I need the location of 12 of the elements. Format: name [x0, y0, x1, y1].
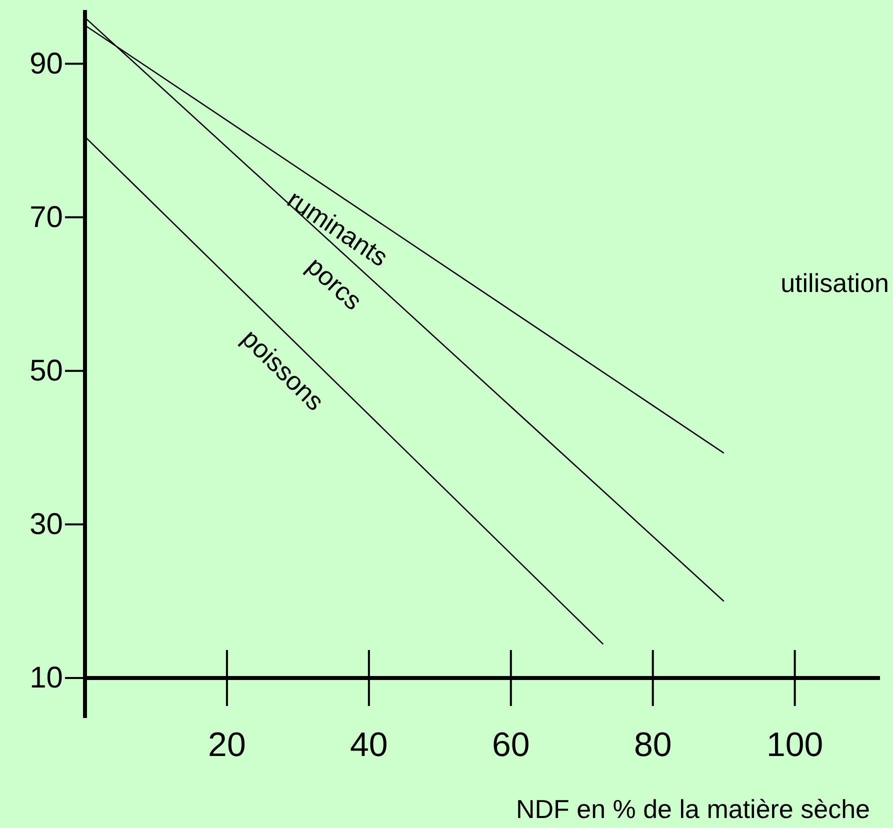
y-tick-label: 50 [30, 354, 63, 388]
x-tick-label: 20 [208, 726, 246, 764]
x-tick-label: 40 [350, 726, 388, 764]
annotation: utilisation [780, 268, 889, 298]
y-tick-label: 10 [30, 662, 63, 695]
y-tick-label: 90 [30, 47, 63, 80]
x-tick-label: 60 [492, 726, 530, 764]
x-tick-label: 100 [766, 726, 824, 764]
y-tick-label: 70 [30, 200, 63, 234]
x-tick-label: 80 [634, 726, 672, 764]
y-tick-label: 30 [30, 508, 63, 542]
x-axis-title: NDF en % de la matière sèche [516, 794, 870, 824]
